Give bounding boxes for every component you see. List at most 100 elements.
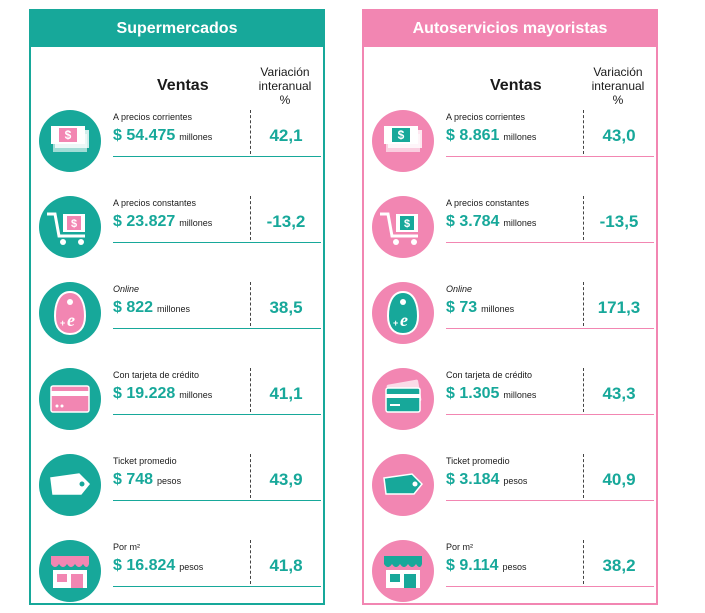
shopping-cart-icon: $	[372, 196, 434, 258]
metric-label: Con tarjeta de crédito	[113, 370, 200, 380]
metric-amount: $ 748 pesos	[113, 471, 181, 489]
row-underline	[113, 328, 321, 329]
dashed-divider	[583, 196, 584, 240]
metric-label: A precios corrientes	[446, 112, 526, 122]
store-icon	[372, 540, 434, 602]
variation-value: 43,3	[602, 384, 636, 403]
metric-amount: $ 23.827 millones	[113, 213, 212, 231]
metric-amount: $ 822 millones	[113, 299, 190, 317]
metric-amount: $ 54.475 millones	[113, 127, 212, 145]
amount-unit: pesos	[503, 476, 528, 486]
row-underline	[113, 414, 321, 415]
row-underline	[446, 414, 654, 415]
row-underline	[113, 500, 321, 501]
metric-amount: $ 8.861 millones	[446, 127, 536, 145]
credit-cards-icon	[372, 368, 434, 430]
dashed-divider	[250, 110, 251, 154]
column-headers: Ventas Variación interanual %	[31, 63, 323, 107]
metric-label: Por m²	[446, 542, 473, 552]
svg-text:e: e	[400, 310, 408, 330]
variation-value: 43,9	[269, 470, 303, 489]
amount-unit: millones	[503, 132, 537, 142]
column-headers: Ventas Variación interanual %	[364, 63, 656, 107]
amount-value: $ 9.114	[446, 557, 499, 574]
metric-label: Online	[446, 284, 473, 294]
banknotes-icon: $	[39, 110, 101, 172]
percent-line: %	[612, 93, 624, 107]
metric-amount: $ 73 millones	[446, 299, 514, 317]
svg-text:$: $	[404, 218, 410, 230]
panel-title: Supermercados	[31, 11, 323, 47]
amount-value: $ 8.861	[446, 127, 500, 144]
amount-unit: millones	[179, 132, 213, 142]
metric-label: Por m²	[113, 542, 140, 552]
amount-unit: millones	[481, 304, 515, 314]
amount-unit: millones	[179, 218, 213, 228]
variation-value: 41,1	[269, 384, 303, 403]
ventas-header: Ventas	[157, 77, 209, 94]
metric-row: Ticket promedio $ 748 pesos 43,9	[31, 454, 323, 526]
metric-row: Ticket promedio $ 3.184 pesos 40,9	[364, 454, 656, 526]
metric-row: Con tarjeta de crédito $ 19.228 millones …	[31, 368, 323, 440]
amount-unit: millones	[179, 390, 213, 400]
metric-amount: $ 3.784 millones	[446, 213, 536, 231]
dashed-divider	[583, 540, 584, 584]
store-icon	[39, 540, 101, 602]
ventas-header: Ventas	[490, 77, 542, 94]
row-underline	[446, 242, 654, 243]
variation-value: 42,1	[269, 126, 303, 145]
amount-value: $ 1.305	[446, 385, 500, 402]
metric-row: $ A precios corrientes $ 8.861 millones 4…	[364, 110, 656, 182]
amount-unit: millones	[157, 304, 191, 314]
credit-card-icon	[39, 368, 101, 430]
amount-value: $ 73	[446, 299, 478, 316]
svg-text:$: $	[65, 128, 72, 142]
dashed-divider	[583, 368, 584, 412]
metric-amount: $ 9.114 pesos	[446, 557, 527, 575]
variation-value: 171,3	[597, 298, 641, 317]
metric-label: Con tarjeta de crédito	[446, 370, 533, 380]
amount-unit: pesos	[502, 562, 527, 572]
amount-unit: millones	[503, 390, 537, 400]
shopping-cart-icon: $	[39, 196, 101, 258]
variation-value: 38,5	[269, 298, 303, 317]
svg-text:$: $	[71, 218, 77, 230]
metric-label: Ticket promedio	[113, 456, 177, 466]
metric-amount: $ 16.824 pesos	[113, 557, 203, 575]
dashed-divider	[583, 110, 584, 154]
metric-label: Online	[113, 284, 140, 294]
svg-text:+: +	[393, 318, 398, 328]
row-underline	[446, 586, 654, 587]
amount-value: $ 19.228	[113, 385, 176, 402]
dashed-divider	[250, 540, 251, 584]
autoservicios-panel: Autoservicios mayoristas Ventas Variació…	[362, 9, 658, 605]
variation-value: -13,2	[266, 212, 306, 231]
amount-value: $ 3.184	[446, 471, 500, 488]
metric-amount: $ 19.228 millones	[113, 385, 212, 403]
row-underline	[113, 242, 321, 243]
variacion-header: Variación interanual %	[583, 65, 653, 107]
dashed-divider	[583, 454, 584, 498]
amount-value: $ 23.827	[113, 213, 176, 230]
amount-unit: pesos	[179, 562, 204, 572]
row-underline	[446, 500, 654, 501]
variation-value: 43,0	[602, 126, 636, 145]
metric-row: Con tarjeta de crédito $ 1.305 millones 4…	[364, 368, 656, 440]
variation-value: 41,8	[269, 556, 303, 575]
amount-value: $ 3.784	[446, 213, 500, 230]
interanual-line: interanual	[258, 79, 312, 93]
row-underline	[446, 328, 654, 329]
supermercados-panel: Supermercados Ventas Variación interanua…	[29, 9, 325, 605]
ticket-icon	[372, 454, 434, 516]
variacion-line: Variación	[260, 65, 310, 79]
metric-row: $ A precios corrientes $ 54.475 millones …	[31, 110, 323, 182]
amount-value: $ 822	[113, 299, 154, 316]
online-tag-icon: e +	[372, 282, 434, 344]
variacion-header: Variación interanual %	[250, 65, 320, 107]
row-underline	[446, 156, 654, 157]
banknotes-icon: $	[372, 110, 434, 172]
percent-line: %	[279, 93, 291, 107]
metric-row: e + Online $ 822 millones 38,5	[31, 282, 323, 354]
variation-value: 40,9	[602, 470, 636, 489]
ticket-icon	[39, 454, 101, 516]
